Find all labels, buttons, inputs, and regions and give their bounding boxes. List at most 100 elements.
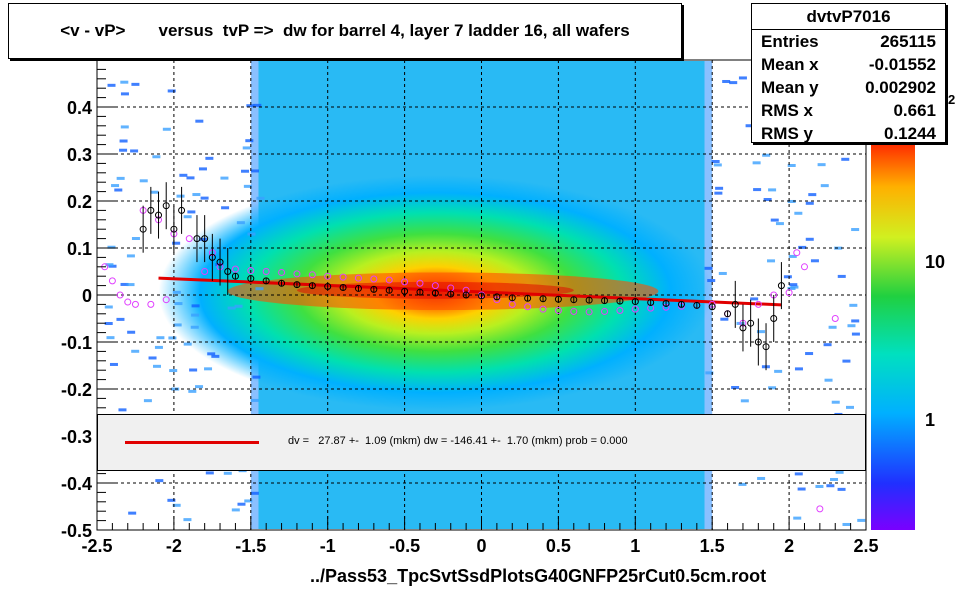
heat-cell xyxy=(192,193,201,197)
heat-cell xyxy=(231,508,240,512)
profile-point-magenta xyxy=(308,271,316,279)
profile-point-black xyxy=(731,300,739,308)
z-color-scale xyxy=(871,140,915,530)
heat-cell xyxy=(150,190,159,194)
y-tick-label: -0.4 xyxy=(61,474,92,494)
x-tick-label: -1 xyxy=(320,536,336,556)
heat-cell xyxy=(173,323,182,327)
heat-cell xyxy=(787,163,796,167)
profile-point-magenta xyxy=(247,267,255,275)
heat-cell xyxy=(713,163,722,167)
heat-cell xyxy=(252,375,261,379)
heat-cell xyxy=(817,163,826,167)
profile-point-magenta xyxy=(262,268,270,275)
heat-cell xyxy=(191,304,200,308)
heat-cell xyxy=(205,471,214,475)
heat-cell xyxy=(845,405,854,409)
profile-points xyxy=(101,182,839,513)
x-tick-label: 0 xyxy=(476,536,486,556)
heat-cell xyxy=(108,264,117,268)
heat-cell xyxy=(847,324,856,328)
profile-point-black xyxy=(262,277,270,285)
heat-cell xyxy=(211,354,220,358)
heat-cell xyxy=(826,484,835,488)
heat-cell xyxy=(253,103,262,107)
heat-cell xyxy=(195,385,204,389)
heat-cell xyxy=(738,76,747,80)
heat-cell xyxy=(154,345,163,349)
y-tick-label: 0 xyxy=(82,286,92,306)
heat-cell xyxy=(731,385,740,389)
profile-point-magenta xyxy=(401,278,409,286)
profile-point-black xyxy=(493,293,501,301)
profile-point-black xyxy=(401,287,409,295)
heat-cell xyxy=(120,92,129,96)
profile-point-black xyxy=(739,324,747,332)
heat-cell xyxy=(762,153,771,157)
x-tick-label: 0.5 xyxy=(546,536,571,556)
heat-cell xyxy=(183,518,192,522)
profile-point-magenta xyxy=(524,303,532,311)
x-tick-label: 2 xyxy=(784,536,794,556)
heat-cell xyxy=(126,254,135,258)
heat-cell xyxy=(828,325,837,329)
heat-cell xyxy=(849,303,858,307)
heat-cell xyxy=(131,237,140,241)
heat-cell xyxy=(172,290,181,294)
heat-cell xyxy=(236,221,245,225)
heat-cell xyxy=(148,356,157,360)
heat-cell xyxy=(244,499,253,503)
profile-point-black xyxy=(431,289,439,297)
fit-line-layer xyxy=(158,276,782,307)
stats-value: 0.1244 xyxy=(884,124,936,143)
heat-cell xyxy=(176,194,185,198)
profile-point-black xyxy=(224,268,232,275)
heat-cell xyxy=(104,322,113,326)
profile-point-black xyxy=(693,301,701,309)
heat-cell xyxy=(167,89,176,93)
profile-point-magenta xyxy=(231,265,239,273)
heat-cell xyxy=(790,285,799,289)
profile-point-black xyxy=(677,300,685,308)
profile-point-magenta xyxy=(370,275,378,283)
heat-cell xyxy=(738,482,747,486)
profile-point-black xyxy=(631,298,639,306)
heat-cell xyxy=(169,369,178,373)
heat-cell xyxy=(256,196,265,200)
profile-point-magenta xyxy=(816,505,824,513)
y-tick-label: -0.1 xyxy=(61,333,92,353)
fit-legend-box: dv = 27.87 +- 1.09 (mkm) dw = -146.41 +-… xyxy=(97,414,866,471)
heat-cell xyxy=(120,80,129,84)
profile-point-black xyxy=(155,211,163,219)
heat-cell xyxy=(234,304,243,308)
x-tick-label: -2 xyxy=(166,536,182,556)
heat-cell xyxy=(167,498,176,502)
profile-point-magenta xyxy=(108,277,116,285)
x-tick-label: 1 xyxy=(630,536,640,556)
profile-point-black xyxy=(662,299,670,307)
profile-point-magenta xyxy=(293,270,301,278)
heat-cell xyxy=(835,470,844,474)
y-tick-label: 0.2 xyxy=(67,192,92,212)
x-tick-label: -0.5 xyxy=(389,536,420,556)
profile-point-black xyxy=(385,286,393,294)
heat-cell xyxy=(119,148,128,152)
heat-cell xyxy=(114,188,123,192)
heat-cell xyxy=(116,317,125,321)
heat-cell xyxy=(143,399,152,403)
heat-cell xyxy=(131,82,140,86)
profile-point-magenta xyxy=(585,308,593,316)
heat-cell xyxy=(714,191,723,195)
heat-cell xyxy=(830,477,839,481)
heat-cell xyxy=(243,184,252,188)
heat-cell xyxy=(842,359,851,363)
heat-cell xyxy=(815,484,824,488)
stats-row-mean-x: Mean x -0.01552 xyxy=(752,53,945,76)
heat-cell xyxy=(720,317,729,321)
profile-point-black xyxy=(777,282,785,290)
heat-cell xyxy=(798,245,807,249)
heat-cell xyxy=(152,364,161,368)
profile-point-magenta xyxy=(385,276,393,284)
heat-cell xyxy=(834,246,843,250)
heat-cell xyxy=(107,245,116,249)
